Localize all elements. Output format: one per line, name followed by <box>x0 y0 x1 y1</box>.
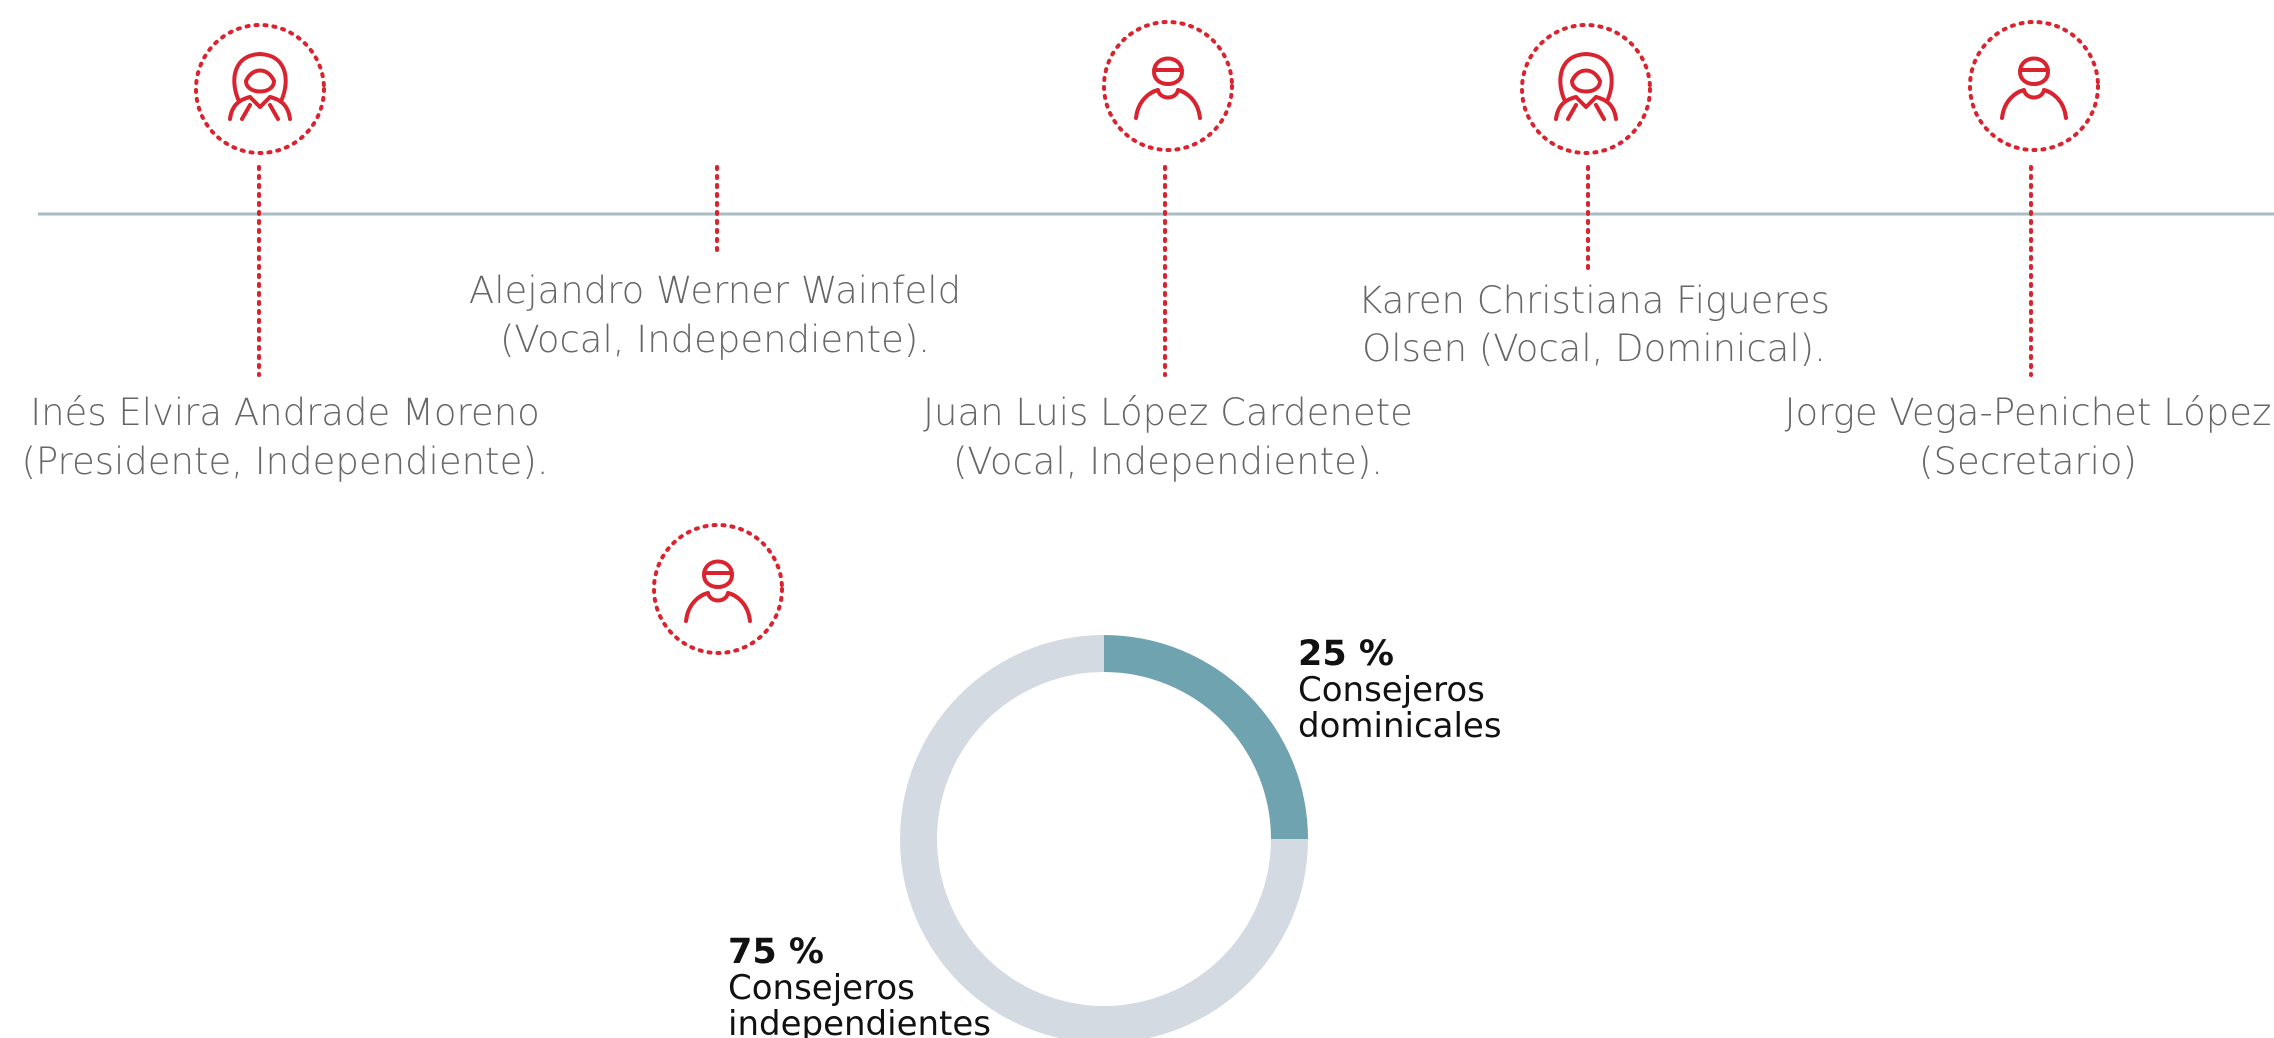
name-line: Karen Christiana Figueres <box>1358 279 1830 322</box>
slice-label: 75 % Consejeros independientes <box>728 932 991 1038</box>
name-line: (Vocal, Independiente). <box>953 440 1383 483</box>
name-line: (Vocal, Independiente). <box>500 318 930 361</box>
category-label: Consejeros independientes <box>728 968 992 1038</box>
member-icon <box>194 23 326 155</box>
member-icon <box>1520 23 1652 155</box>
value-label: 25 % <box>1298 634 1394 674</box>
member-icon <box>652 523 784 655</box>
name-line: Alejandro Werner Wainfeld <box>469 269 961 312</box>
name-line: Inés Elvira Andrade Moreno <box>30 391 540 434</box>
name-line: Jorge Vega-Penichet López <box>1785 391 2272 434</box>
name-line: (Secretario) <box>1919 440 2137 483</box>
donut-slice <box>1104 635 1308 839</box>
slice-label: 25 % Consejeros dominicales <box>1298 636 1513 744</box>
member-name: Inés Elvira Andrade Moreno (Presidente, … <box>21 269 2271 483</box>
name-line: Juan Luis López Cardenete <box>923 391 1413 434</box>
member-icon <box>1968 20 2100 152</box>
name-line: Olsen (Vocal, Dominical). <box>1362 327 1826 370</box>
member-icon <box>1102 20 1234 152</box>
value-label: 75 % <box>728 932 824 972</box>
name-line: (Presidente, Independiente). <box>21 440 548 483</box>
category-label: Consejeros dominicales <box>1298 670 1502 746</box>
